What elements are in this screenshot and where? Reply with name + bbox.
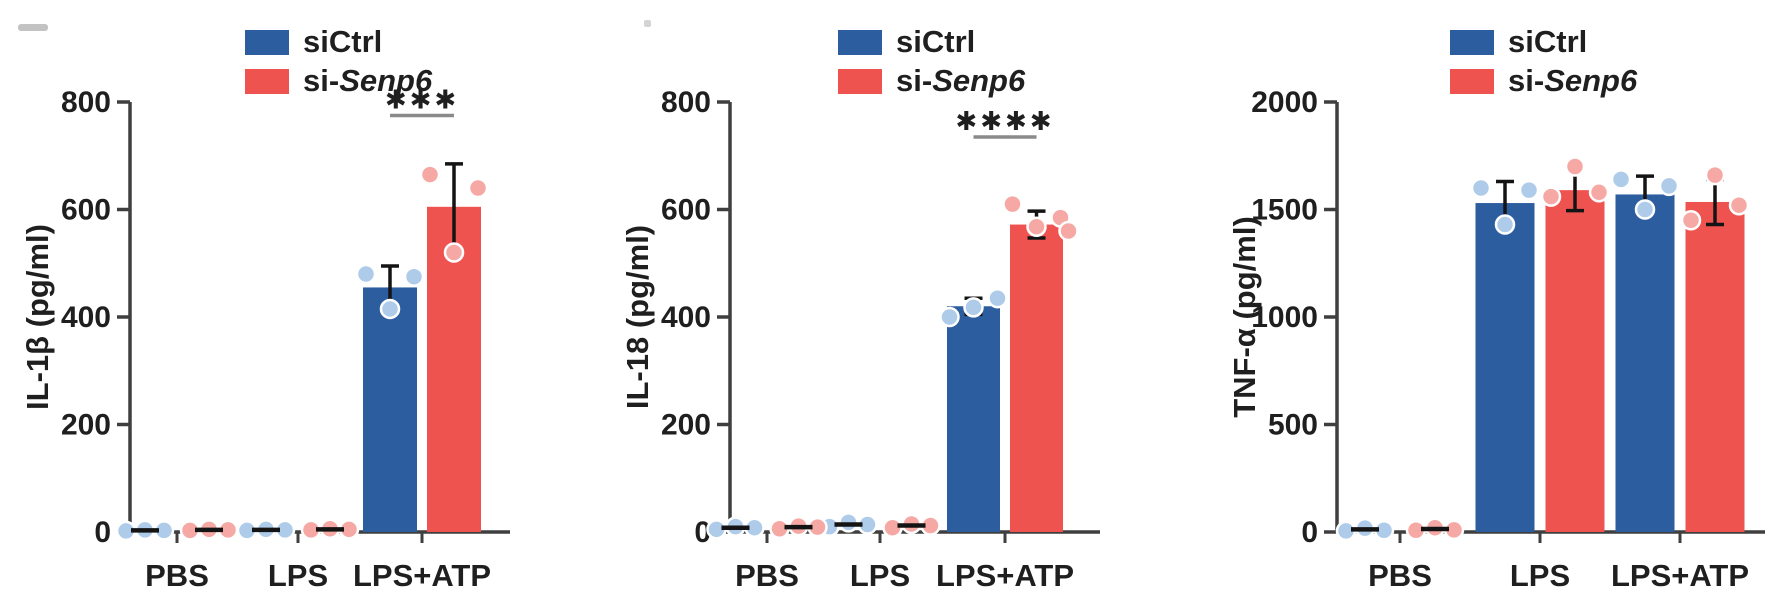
legend-label-italic: Senp6 <box>1544 63 1638 98</box>
data-point-siCtrl <box>939 306 960 328</box>
legend-label: siCtrl <box>1508 24 1587 59</box>
y-axis-title: IL-1β (pg/ml) <box>20 224 55 410</box>
legend-label-plain: siCtrl <box>896 24 975 59</box>
legend-label: siCtrl <box>303 24 382 59</box>
y-tick-label: 0 <box>1301 516 1318 549</box>
x-category-label: LPS <box>850 558 910 593</box>
data-point-si-Senp6 <box>1026 216 1047 237</box>
data-point-si-Senp6 <box>1588 182 1610 203</box>
legend-label-plain: si- <box>303 63 339 98</box>
significance-stars: ✱✱✱ <box>385 84 459 114</box>
x-category-label: LPS+ATP <box>1611 558 1749 593</box>
x-category-label: PBS <box>1368 558 1432 593</box>
y-tick-label: 1000 <box>1251 301 1318 334</box>
data-point-si-Senp6 <box>443 242 465 263</box>
legend-label-plain: si- <box>896 63 932 98</box>
data-point-si-Senp6 <box>1002 193 1023 215</box>
data-point-siCtrl <box>403 266 425 287</box>
x-category-label: PBS <box>735 558 799 593</box>
y-tick-label: 400 <box>61 301 111 334</box>
x-category-label: PBS <box>145 558 209 593</box>
data-point-siCtrl <box>1518 179 1540 201</box>
legend-swatch-siSenp6 <box>245 69 289 94</box>
y-tick-label: 1500 <box>1251 194 1318 227</box>
chart-panel-tnfa: 0 500 1000 1500 2000 TNF-α (pg/ml) PBS LPS LPS+A… <box>1227 24 1765 593</box>
y-axis-title: TNF-α (pg/ml) <box>1227 216 1262 418</box>
legend-swatch-siCtrl <box>838 30 882 55</box>
legend-swatch-siCtrl <box>245 30 289 55</box>
legend-label-italic: Senp6 <box>932 63 1026 98</box>
y-tick-label: 800 <box>61 86 111 119</box>
significance-stars: ✱✱✱✱ <box>955 106 1054 136</box>
data-point-si-Senp6 <box>1680 210 1702 231</box>
x-category-label: LPS <box>268 558 328 593</box>
legend-label-italic: Senp6 <box>339 63 433 98</box>
legend-swatch-siSenp6 <box>838 69 882 94</box>
data-point-si-Senp6 <box>1728 194 1750 216</box>
data-point-siCtrl <box>1470 177 1492 199</box>
legend-label-plain: siCtrl <box>1508 24 1587 59</box>
data-point-si-Senp6 <box>467 177 489 199</box>
legend-swatch-siSenp6 <box>1450 69 1494 94</box>
legend-label-plain: siCtrl <box>303 24 382 59</box>
data-point-si-Senp6 <box>1540 186 1562 207</box>
chart-panel-il18: 0 200 400 600 800 IL-18 (pg/ml) PBS LPS LPS+ATP ✱… <box>620 20 1100 593</box>
data-point-siCtrl <box>1658 175 1680 197</box>
legend-label-plain: si- <box>1508 63 1544 98</box>
bar-si-Senp6-LPS+ATP <box>1010 224 1063 533</box>
y-tick-label: 500 <box>1268 409 1318 442</box>
data-point-siCtrl <box>1634 199 1656 220</box>
data-point-si-Senp6 <box>1058 220 1079 242</box>
bar-siCtrl-LPS+ATP <box>947 306 1000 532</box>
crop-artifact <box>644 20 651 27</box>
y-tick-label: 0 <box>694 516 711 549</box>
legend-label: si-Senp6 <box>303 63 433 98</box>
y-tick-label: 800 <box>661 86 711 119</box>
x-category-label: LPS+ATP <box>936 558 1074 593</box>
y-tick-label: 2000 <box>1251 86 1318 119</box>
bar-siCtrl-LPS+ATP <box>1615 194 1675 532</box>
y-tick-label: 600 <box>661 194 711 227</box>
data-point-si-Senp6 <box>1564 156 1586 177</box>
data-point-siCtrl <box>963 297 984 318</box>
bar-si-Senp6-LPS <box>1545 190 1605 532</box>
data-point-siCtrl <box>379 298 401 320</box>
data-point-siCtrl <box>1494 214 1516 235</box>
bar-si-Senp6-LPS+ATP <box>1685 201 1745 532</box>
crop-artifact <box>18 24 48 31</box>
data-point-siCtrl <box>987 287 1008 309</box>
x-category-label: LPS+ATP <box>353 558 491 593</box>
bar-siCtrl-LPS+ATP <box>363 287 417 532</box>
data-point-si-Senp6 <box>419 164 441 185</box>
y-tick-label: 400 <box>661 301 711 334</box>
y-tick-label: 600 <box>61 194 111 227</box>
y-axis-title: IL-18 (pg/ml) <box>620 225 655 409</box>
y-tick-label: 0 <box>94 516 111 549</box>
legend-label: si-Senp6 <box>1508 63 1638 98</box>
legend-label: siCtrl <box>896 24 975 59</box>
bar-siCtrl-LPS <box>1475 203 1535 533</box>
data-point-si-Senp6 <box>1704 164 1726 186</box>
data-point-siCtrl <box>1610 169 1632 190</box>
legend-label: si-Senp6 <box>896 63 1026 98</box>
y-tick-label: 200 <box>61 409 111 442</box>
data-point-siCtrl <box>355 263 377 285</box>
legend-swatch-siCtrl <box>1450 30 1494 55</box>
x-category-label: LPS <box>1510 558 1570 593</box>
chart-panel-il1b: 0 200 400 600 800 IL-1β (pg/ml) PBS LPS LPS+ATP ✱… <box>18 24 510 593</box>
y-tick-label: 200 <box>661 409 711 442</box>
